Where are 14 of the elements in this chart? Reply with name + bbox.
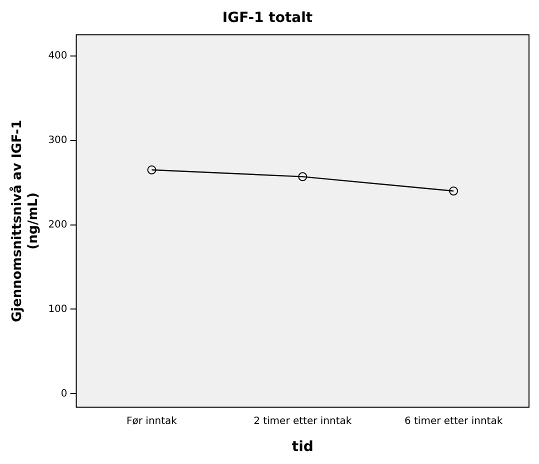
x-tick-label: 6 timer etter inntak <box>404 416 503 427</box>
x-tick-label: 2 timer etter inntak <box>254 416 352 427</box>
x-axis-title: tid <box>292 439 314 456</box>
y-tick-label: 300 <box>48 134 68 146</box>
point <box>449 186 458 196</box>
point <box>298 172 308 182</box>
y-tick-label: 100 <box>48 304 68 315</box>
y-tick-label: 0 <box>60 388 68 400</box>
y-tick-label: 200 <box>48 219 68 230</box>
y-tick-label: 400 <box>48 50 68 62</box>
y-axis-title: Gjennomsnittsnivå av IGF-1 (ng/mL) <box>9 120 41 322</box>
chart-title: IGF-1 totalt <box>222 10 313 26</box>
point <box>147 165 156 174</box>
x-tick-label: Før inntak <box>126 416 178 427</box>
